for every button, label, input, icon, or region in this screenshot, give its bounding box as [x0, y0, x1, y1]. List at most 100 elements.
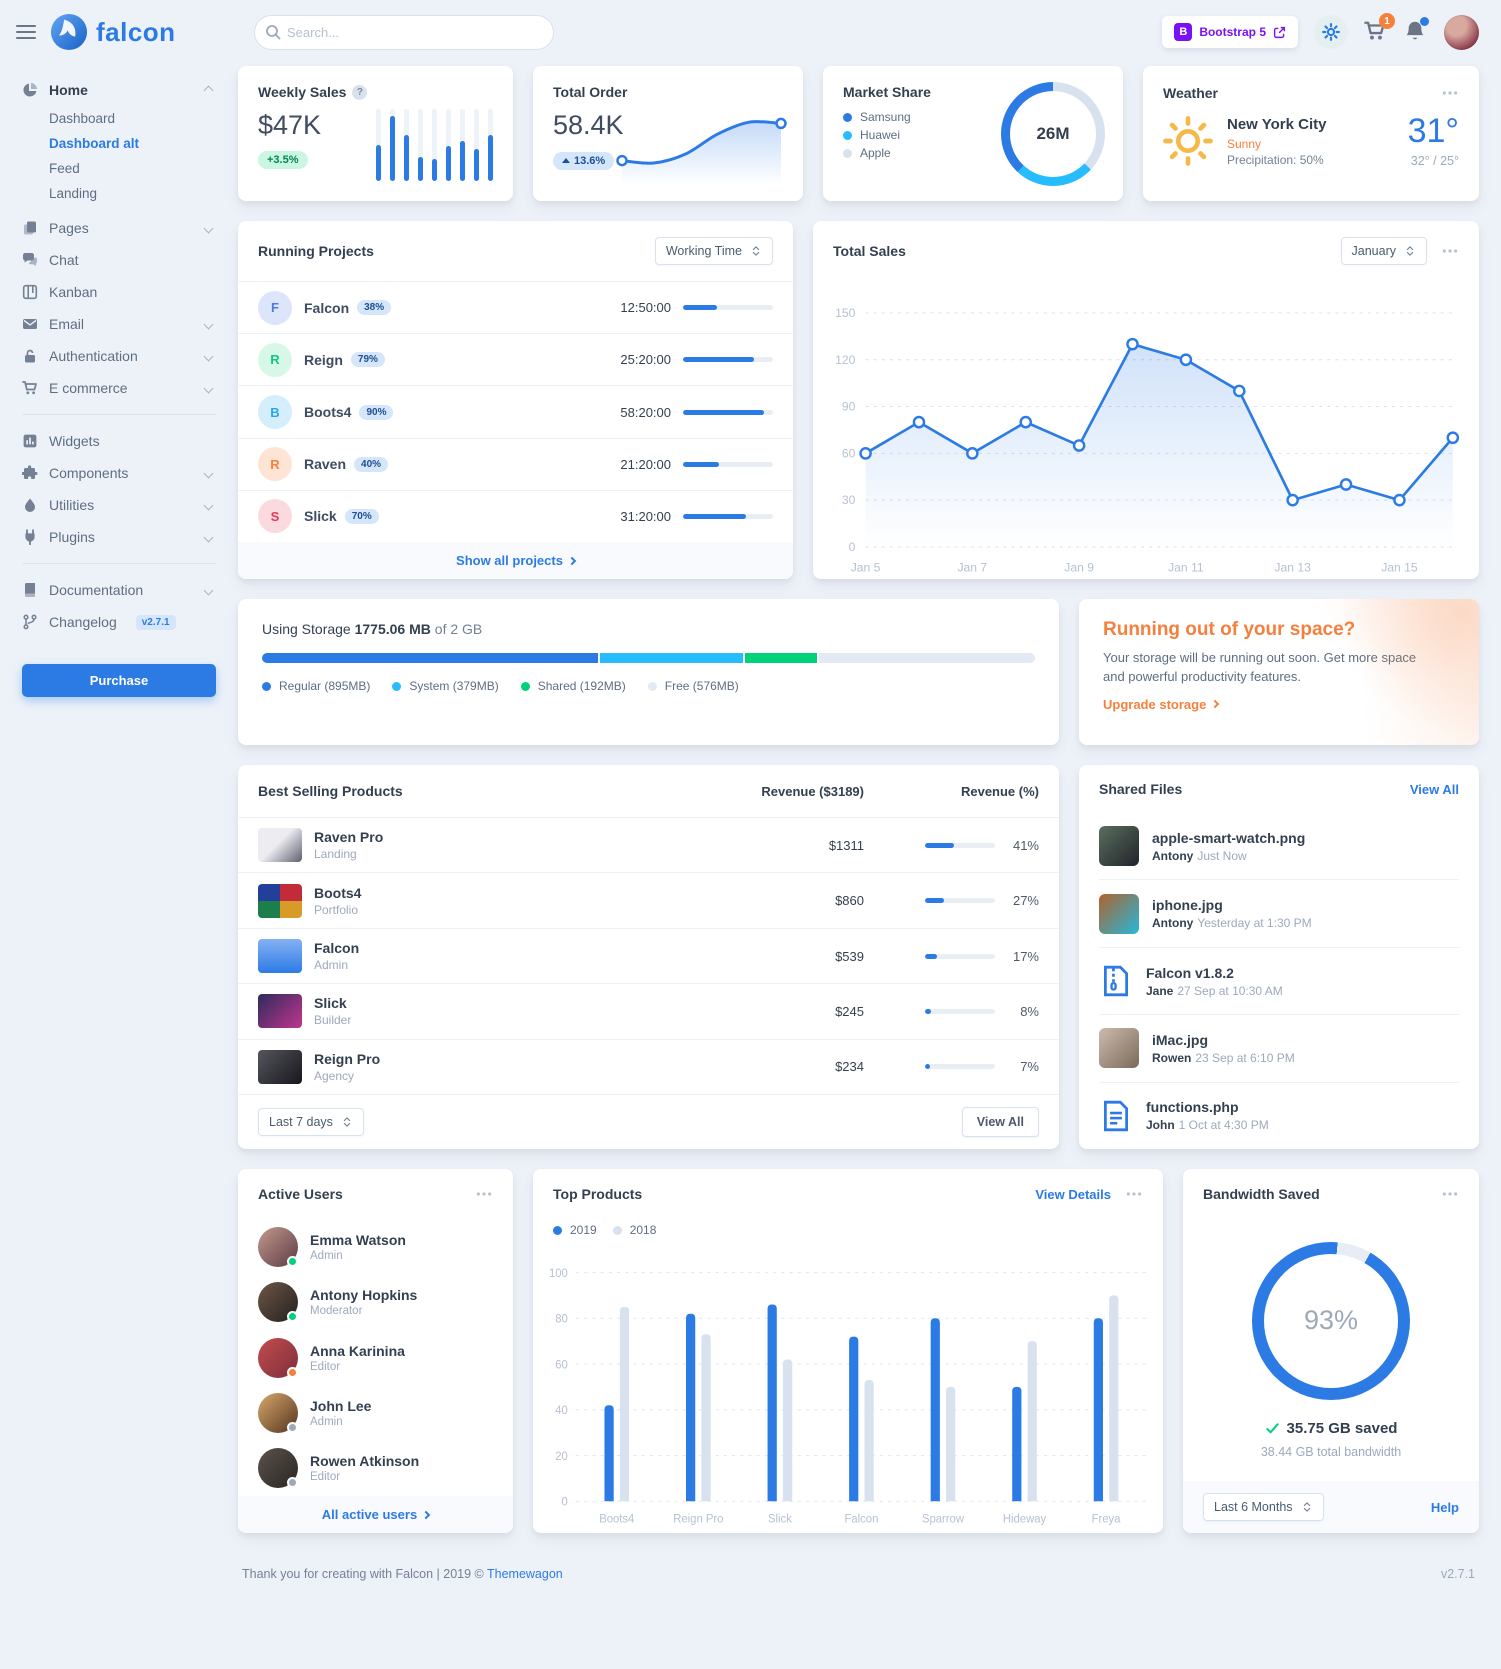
bandwidth-percent: 93%: [1303, 1305, 1359, 1335]
themewagon-link[interactable]: Themewagon: [487, 1567, 563, 1581]
project-row[interactable]: S Slick 70% 31:20:00: [238, 489, 793, 542]
sidebar-item-plugins[interactable]: Plugins: [22, 521, 216, 553]
view-details-link[interactable]: View Details: [1035, 1186, 1111, 1202]
sidebar-item-components[interactable]: Components: [22, 457, 216, 489]
show-all-projects-link[interactable]: Show all projects: [238, 542, 793, 579]
hamburger-menu-icon[interactable]: [16, 25, 36, 39]
file-item[interactable]: functions.php John 1 Oct at 4:30 PM: [1099, 1081, 1459, 1149]
help-icon[interactable]: [352, 84, 368, 100]
product-thumbnail: [258, 939, 302, 974]
column-header-revenue-pct: Revenue (%): [960, 783, 1039, 799]
weekly-sales-badge: +3.5%: [258, 151, 308, 169]
more-menu-icon[interactable]: [1125, 1185, 1143, 1203]
svg-text:Reign Pro: Reign Pro: [673, 1513, 723, 1525]
product-row[interactable]: Slick Builder $245 8%: [238, 983, 1059, 1038]
user-item[interactable]: Antony Hopkins Moderator: [258, 1274, 493, 1329]
project-row[interactable]: R Reign 79% 25:20:00: [238, 333, 793, 385]
bandwidth-saved-card: Bandwidth Saved 93% 35.75 GB saved 38.44…: [1183, 1169, 1479, 1533]
puzzle-icon: [22, 465, 38, 481]
weekly-sales-value: $47K: [258, 110, 322, 140]
user-avatar[interactable]: [1444, 14, 1479, 50]
legend-item-regular: Regular (895MB): [262, 679, 370, 693]
working-time-select[interactable]: Working Time: [654, 237, 773, 265]
top-products-chart: 0 20 40 60 80 100 Boots4 Reign Pro Slick Falcon Sp…: [533, 1237, 1163, 1533]
status-dot: [287, 1477, 298, 1489]
svg-text:Jan 5: Jan 5: [851, 560, 881, 574]
sidebar-item-utilities[interactable]: Utilities: [22, 489, 216, 521]
project-row[interactable]: R Raven 40% 21:20:00: [238, 437, 793, 490]
user-item[interactable]: John Lee Admin: [258, 1385, 493, 1440]
more-menu-icon[interactable]: [1441, 242, 1459, 260]
total-order-value: 58.4K: [553, 110, 624, 140]
progress-badge: 38%: [357, 300, 392, 316]
user-avatar: [258, 1448, 298, 1489]
file-item[interactable]: iMac.jpg Rowen 23 Sep at 6:10 PM: [1099, 1014, 1459, 1081]
last-6-months-select[interactable]: Last 6 Months: [1203, 1493, 1324, 1521]
code-branch-icon: [22, 614, 38, 630]
sidebar-item-kanban[interactable]: Kanban: [22, 276, 216, 308]
chevron-down-icon: [203, 500, 214, 510]
version-badge: v2.7.1: [135, 614, 176, 630]
sidebar-item-email[interactable]: Email: [22, 308, 216, 340]
cart-button[interactable]: 1: [1364, 13, 1395, 44]
search-input[interactable]: [254, 14, 554, 50]
sidebar-item-chat[interactable]: Chat: [22, 244, 216, 276]
file-item[interactable]: Falcon v1.8.2 Jane 27 Sep at 10:30 AM: [1099, 946, 1459, 1014]
view-all-link[interactable]: View All: [1409, 781, 1459, 797]
svg-text:Jan 15: Jan 15: [1381, 560, 1418, 574]
product-row[interactable]: Raven Pro Landing $1311 41%: [238, 817, 1059, 872]
product-row[interactable]: Boots4 Portfolio $860 27%: [238, 872, 1059, 927]
weather-card: Weather New York City Sunny Precipitatio…: [1143, 66, 1479, 201]
sidebar-item-pages[interactable]: Pages: [22, 212, 216, 244]
top-products-card: Top Products View Details 2019 2018: [533, 1169, 1163, 1533]
upgrade-storage-link[interactable]: Upgrade storage: [1103, 697, 1220, 712]
product-row[interactable]: Falcon Admin $539 17%: [238, 927, 1059, 983]
sidebar-item-authentication[interactable]: Authentication: [22, 340, 216, 372]
legend-item-samsung: Samsung: [843, 110, 1103, 124]
more-menu-icon[interactable]: [475, 1185, 493, 1203]
help-link[interactable]: Help: [1430, 1499, 1459, 1515]
settings-button[interactable]: [1314, 15, 1348, 49]
sidebar-item-home[interactable]: Home: [22, 74, 216, 106]
user-item[interactable]: Anna Karinina Editor: [258, 1330, 493, 1385]
more-menu-icon[interactable]: [1441, 1185, 1459, 1203]
file-item[interactable]: apple-smart-watch.png Antony Just Now: [1099, 813, 1459, 879]
product-row[interactable]: Reign Pro Agency $234 7%: [238, 1038, 1059, 1094]
sidebar-item-ecommerce[interactable]: E commerce: [22, 372, 216, 404]
gear-icon: [1322, 23, 1340, 41]
all-active-users-link[interactable]: All active users: [238, 1496, 513, 1533]
market-share-donut: 26M: [1001, 82, 1105, 186]
user-item[interactable]: Emma Watson Admin: [258, 1219, 493, 1274]
sidebar-divider: [22, 563, 216, 564]
sidebar-item-documentation[interactable]: Documentation: [22, 574, 216, 606]
bootstrap5-button[interactable]: B Bootstrap 5: [1162, 16, 1298, 48]
sidebar-item-changelog[interactable]: Changelog v2.7.1: [22, 606, 216, 638]
last-7-days-select[interactable]: Last 7 days: [258, 1108, 364, 1136]
sidebar-item-feed[interactable]: Feed: [49, 161, 80, 176]
project-row[interactable]: F Falcon 38% 12:50:00: [238, 281, 793, 333]
sidebar-item-dashboard-alt[interactable]: Dashboard alt: [49, 136, 140, 151]
falcon-logo[interactable]: falcon: [50, 13, 176, 51]
user-item[interactable]: Rowen Atkinson Editor: [258, 1441, 493, 1496]
svg-text:Jan 9: Jan 9: [1064, 560, 1094, 574]
card-title: Active Users: [258, 1186, 343, 1202]
sidebar-item-landing[interactable]: Landing: [49, 186, 98, 201]
svg-text:90: 90: [842, 400, 856, 414]
storage-label: Using Storage 1775.06 MB of 2 GB: [262, 621, 483, 637]
file-item[interactable]: iphone.jpg Antony Yesterday at 1:30 PM: [1099, 879, 1459, 946]
month-select[interactable]: January: [1340, 237, 1427, 265]
product-thumbnail: [258, 994, 302, 1029]
sidebar-item-dashboard[interactable]: Dashboard: [49, 111, 116, 126]
svg-text:30: 30: [842, 493, 856, 507]
status-dot: [287, 1255, 298, 1267]
weather-condition: Sunny: [1227, 136, 1262, 151]
svg-text:Hideway: Hideway: [1003, 1513, 1047, 1525]
notifications-button[interactable]: [1404, 17, 1429, 44]
project-row[interactable]: B Boots4 90% 58:20:00: [238, 385, 793, 437]
storage-card: Using Storage 1775.06 MB of 2 GB Regular…: [238, 599, 1059, 745]
purchase-button[interactable]: Purchase: [22, 664, 216, 697]
view-all-button[interactable]: View All: [961, 1107, 1039, 1137]
sidebar-item-widgets[interactable]: Widgets: [22, 425, 216, 457]
decorative-corner: [1279, 599, 1479, 745]
more-menu-icon[interactable]: [1441, 84, 1459, 102]
